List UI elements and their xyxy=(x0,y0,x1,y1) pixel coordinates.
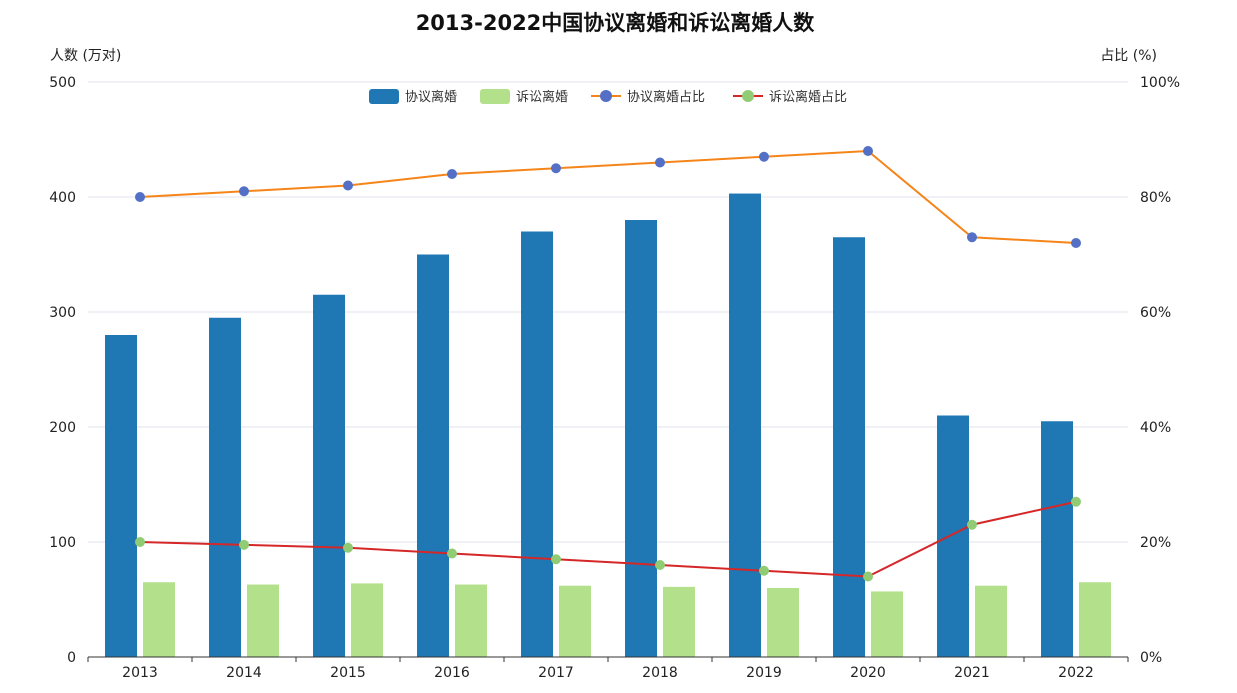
bar-series xyxy=(105,193,1111,658)
legend-item[interactable]: 协议离婚 xyxy=(369,89,457,105)
legend-label: 诉讼离婚占比 xyxy=(769,89,847,105)
point-litigation-share[interactable] xyxy=(967,519,977,530)
point-agreement-share[interactable] xyxy=(447,169,457,179)
point-agreement-share[interactable] xyxy=(655,157,665,168)
legend-label: 诉讼离婚 xyxy=(516,89,568,105)
right-tick-label: 60% xyxy=(1140,305,1171,321)
x-tick-label: 2022 xyxy=(1058,665,1094,681)
point-litigation-share[interactable] xyxy=(343,542,353,553)
left-tick-label: 300 xyxy=(49,305,76,321)
point-litigation-share[interactable] xyxy=(759,565,769,576)
legend-swatch xyxy=(369,89,399,104)
axes: 0 0% 100 20% 200 40% 300 60% 400 80% 500 100% 2013 20… xyxy=(49,75,1180,681)
left-tick-label: 500 xyxy=(49,75,76,91)
bar-agreement[interactable] xyxy=(521,231,553,658)
point-litigation-share[interactable] xyxy=(135,537,145,547)
bar-agreement[interactable] xyxy=(313,294,345,657)
point-agreement-share[interactable] xyxy=(551,163,561,174)
point-agreement-share[interactable] xyxy=(759,151,769,162)
bar-litigation[interactable] xyxy=(559,585,591,657)
left-tick-label: 200 xyxy=(49,420,76,436)
left-tick-label: 100 xyxy=(49,535,76,551)
bar-agreement[interactable] xyxy=(729,193,761,658)
point-agreement-share[interactable] xyxy=(343,180,353,191)
point-agreement-share[interactable] xyxy=(239,186,249,197)
x-tick-label: 2016 xyxy=(434,665,470,681)
bar-agreement[interactable] xyxy=(937,415,969,658)
right-tick-label: 100% xyxy=(1140,75,1180,91)
bar-agreement[interactable] xyxy=(417,254,449,658)
point-agreement-share[interactable] xyxy=(1071,238,1081,248)
x-tick-label: 2020 xyxy=(850,665,886,681)
bar-litigation[interactable] xyxy=(767,588,799,657)
line-agreement-share xyxy=(139,149,1077,244)
right-tick-label: 40% xyxy=(1140,420,1171,436)
x-tick-label: 2021 xyxy=(954,665,990,681)
legend-label: 协议离婚 xyxy=(405,89,457,105)
left-axis-name: 人数 (万对) xyxy=(50,48,121,64)
legend-label: 协议离婚占比 xyxy=(627,89,705,105)
x-tick-label: 2019 xyxy=(746,665,782,681)
bar-agreement[interactable] xyxy=(105,335,137,657)
legend-marker xyxy=(742,90,754,102)
point-agreement-share[interactable] xyxy=(135,192,145,202)
bar-litigation[interactable] xyxy=(871,591,903,657)
line-series xyxy=(135,146,1081,582)
legend-item[interactable]: 协议离婚占比 xyxy=(591,89,705,105)
point-agreement-share[interactable] xyxy=(967,232,977,243)
left-tick-label: 0 xyxy=(67,650,76,666)
legend-swatch xyxy=(480,89,510,104)
bar-litigation[interactable] xyxy=(455,584,487,657)
bar-litigation[interactable] xyxy=(143,582,175,657)
bar-litigation[interactable] xyxy=(247,584,279,657)
bar-agreement[interactable] xyxy=(1041,421,1073,657)
legend[interactable]: 协议离婚 诉讼离婚 协议离婚占比 诉讼离婚占比 xyxy=(369,89,847,105)
right-tick-label: 20% xyxy=(1140,535,1171,551)
x-tick-label: 2015 xyxy=(330,665,366,681)
point-litigation-share[interactable] xyxy=(447,548,457,559)
right-tick-label: 80% xyxy=(1140,190,1171,206)
legend-item[interactable]: 诉讼离婚占比 xyxy=(733,89,847,105)
bar-agreement[interactable] xyxy=(625,220,657,657)
bar-litigation[interactable] xyxy=(351,583,383,657)
legend-item[interactable]: 诉讼离婚 xyxy=(480,89,568,105)
legend-marker xyxy=(600,90,612,102)
right-axis-name: 占比 (%) xyxy=(1100,48,1157,64)
bar-agreement[interactable] xyxy=(833,237,865,657)
left-tick-label: 400 xyxy=(49,190,76,206)
x-tick-label: 2013 xyxy=(122,665,158,681)
x-tick-label: 2018 xyxy=(642,665,678,681)
point-litigation-share[interactable] xyxy=(1071,496,1081,507)
point-litigation-share[interactable] xyxy=(239,539,249,550)
point-litigation-share[interactable] xyxy=(551,554,561,565)
x-tick-label: 2017 xyxy=(538,665,574,681)
bar-agreement[interactable] xyxy=(209,317,241,657)
point-litigation-share[interactable] xyxy=(863,571,873,582)
point-litigation-share[interactable] xyxy=(655,560,665,570)
bar-litigation[interactable] xyxy=(1079,582,1111,657)
chart-title: 2013-2022中国协议离婚和诉讼离婚人数 xyxy=(416,11,816,35)
line-litigation-share xyxy=(139,500,1077,578)
point-agreement-share[interactable] xyxy=(863,146,873,156)
x-tick-label: 2014 xyxy=(226,665,262,681)
bar-litigation[interactable] xyxy=(975,585,1007,657)
grid-lines xyxy=(88,81,1128,543)
right-tick-label: 0% xyxy=(1140,650,1162,666)
bar-litigation[interactable] xyxy=(663,586,695,657)
